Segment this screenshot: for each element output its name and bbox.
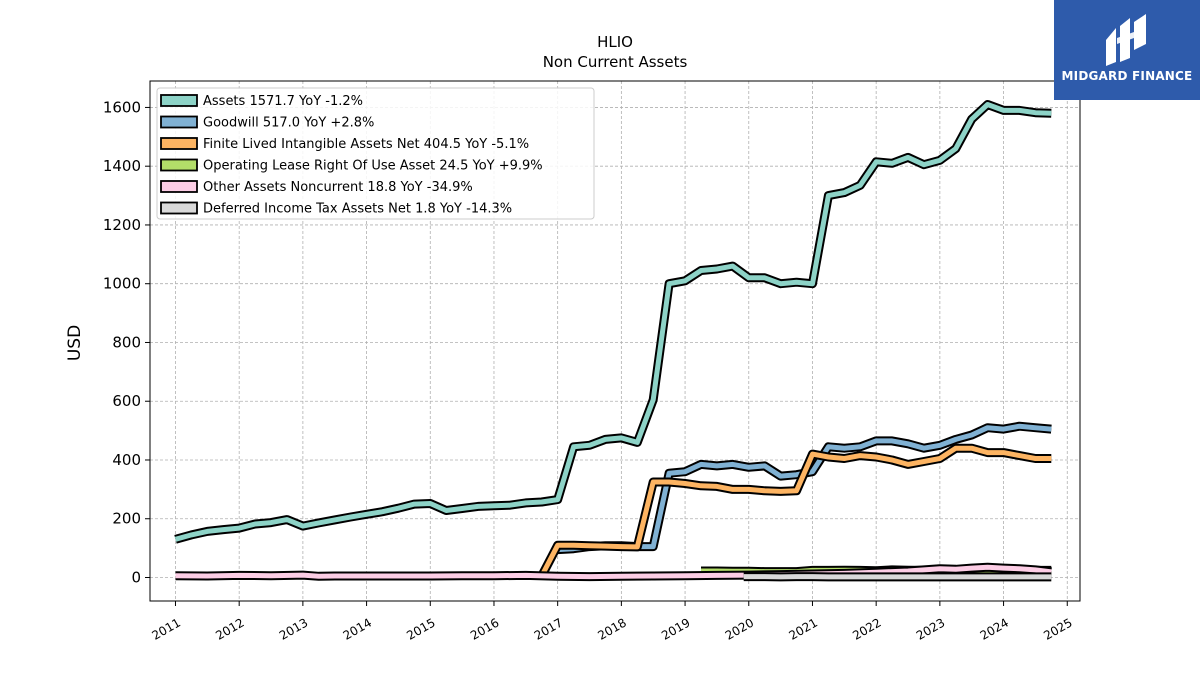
series-4 <box>175 562 1052 582</box>
legend-box <box>156 87 595 220</box>
y-tick-label: 1400 <box>103 157 141 175</box>
legend-label: Operating Lease Right Of Use Asset 24.5 … <box>203 159 543 174</box>
y-tick-label: 1200 <box>103 216 141 234</box>
legend-swatch <box>160 201 198 215</box>
legend-label: Goodwill 517.0 YoY +2.8% <box>203 116 374 131</box>
x-tick-label: 2020 <box>723 615 756 642</box>
y-tick-label: 0 <box>131 568 141 586</box>
series-line <box>539 445 1052 578</box>
y-tick-label: 400 <box>112 451 141 469</box>
chart-subtitle: Non Current Assets <box>542 53 688 71</box>
plot-frame <box>149 80 1081 602</box>
x-tick-label: 2014 <box>341 615 374 642</box>
y-tick-label: 1600 <box>103 98 141 116</box>
x-tick-label: 2011 <box>150 615 183 642</box>
series-line-outline <box>537 443 1052 579</box>
series-line <box>175 564 1052 580</box>
y-tick-label: 600 <box>112 392 141 410</box>
y-tick-label: 1000 <box>103 275 141 293</box>
x-tick-label: 2019 <box>659 615 692 642</box>
x-tick-label: 2017 <box>532 615 565 642</box>
x-tick-label: 2016 <box>468 615 501 642</box>
x-tick-label: 2024 <box>978 615 1011 642</box>
legend[interactable]: Assets 1571.7 YoY -1.2% Goodwill 517.0 Yo… <box>156 87 595 220</box>
legend-label: Assets 1571.7 YoY -1.2% <box>203 94 363 109</box>
x-tick-label: 2015 <box>404 615 437 642</box>
y-tick-label: 800 <box>112 333 141 351</box>
x-tick-label: 2025 <box>1041 615 1074 642</box>
series-layer <box>174 100 1052 582</box>
x-tick-label: 2013 <box>277 615 310 642</box>
series-0 <box>174 100 1052 544</box>
legend-label: Deferred Income Tax Assets Net 1.8 YoY -… <box>203 202 512 217</box>
x-tick-label: 2023 <box>914 615 947 642</box>
series-2 <box>537 443 1052 579</box>
legend-swatch <box>160 180 198 193</box>
x-tick-label: 2018 <box>595 615 628 642</box>
series-line <box>174 102 1052 542</box>
brand-mark-icon <box>1106 14 1146 66</box>
brand-logo: MIDGARD FINANCE <box>1054 0 1200 100</box>
brand-name: MIDGARD FINANCE <box>1061 69 1193 83</box>
legend-swatch <box>160 94 198 107</box>
x-tick-label: 2021 <box>787 615 820 642</box>
x-tick-label: 2012 <box>213 615 246 642</box>
chart-title: HLIO <box>597 33 633 51</box>
legend-label: Other Assets Noncurrent 18.8 YoY -34.9% <box>203 180 473 195</box>
x-tick-label: 2022 <box>850 615 883 642</box>
legend-swatch <box>160 158 198 172</box>
legend-swatch <box>160 137 198 150</box>
legend-label: Finite Lived Intangible Assets Net 404.5… <box>203 137 529 152</box>
y-tick-label: 200 <box>112 510 141 528</box>
y-axis-label: USD <box>65 325 85 361</box>
legend-swatch <box>160 115 198 129</box>
